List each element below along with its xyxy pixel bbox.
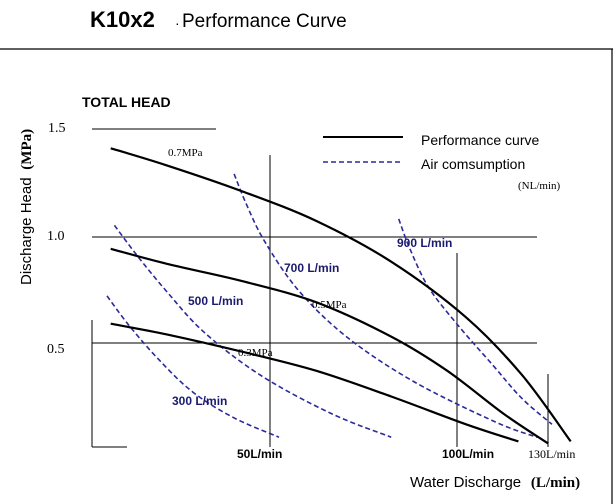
y-tick-label-1-5: 1.5 (48, 121, 66, 136)
legend-performance-label: Performance curve (421, 132, 539, 148)
air-label-900: 900 L/min (397, 236, 452, 250)
performance-curve-3 (110, 322, 519, 443)
air-label-700: 700 L/min (284, 261, 339, 275)
y-tick-label-1-0: 1.0 (47, 229, 65, 244)
y-axis-header: TOTAL HEAD (82, 94, 171, 110)
legend-air-unit: (NL/min) (518, 180, 560, 192)
air-curve-4 (397, 218, 553, 425)
perf-label-0-3mpa: 0.3MPa (238, 347, 273, 359)
chart-title-model: K10x2 (90, 7, 155, 32)
legend-air-label: Air comsumption (421, 156, 525, 172)
legend: Performance curve Air comsumption (NL/mi… (323, 132, 560, 192)
x-axis-label: Water Discharge (L/min) (410, 474, 580, 491)
chart-title-text: Performance Curve (182, 11, 347, 32)
chart-title-dot: · (175, 15, 180, 31)
grid (91, 128, 549, 448)
air-consumption-series (106, 173, 553, 438)
performance-curve-1 (110, 147, 572, 443)
perf-label-0-7mpa: 0.7MPa (168, 147, 203, 159)
x-tick-label-130: 130L/min (528, 447, 575, 461)
x-tick-label-50: 50L/min (237, 447, 282, 461)
performance-series (110, 147, 572, 445)
air-label-300: 300 L/min (172, 394, 227, 408)
y-tick-label-0-5: 0.5 (47, 342, 65, 357)
y-axis-label: Discharge Head (MPa) (18, 129, 35, 285)
x-tick-label-100: 100L/min (442, 447, 494, 461)
air-curve-2 (113, 224, 392, 438)
air-label-500: 500 L/min (188, 294, 243, 308)
air-curve-3 (233, 173, 538, 438)
perf-label-0-5mpa: 0.5MPa (312, 299, 347, 311)
air-curve-1 (106, 295, 280, 438)
performance-curve-2 (110, 247, 549, 445)
